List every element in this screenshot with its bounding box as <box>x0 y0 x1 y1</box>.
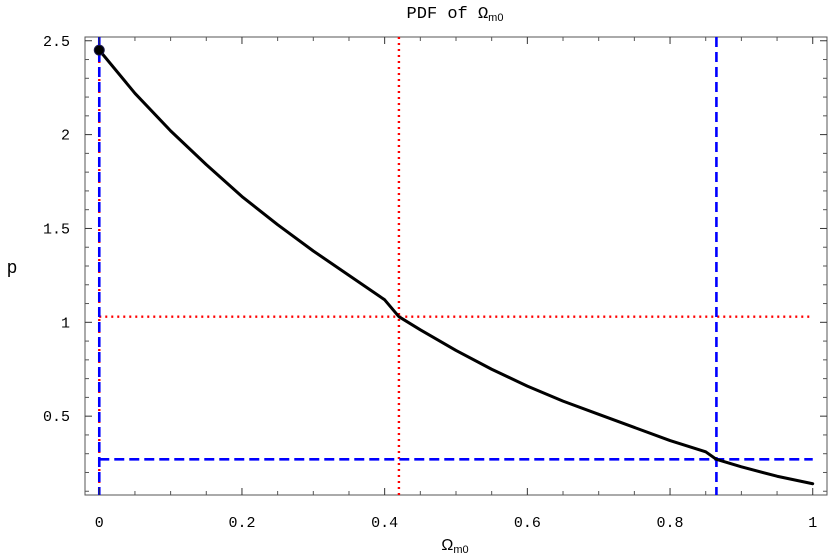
x-axis-label: Ωm0 <box>441 537 468 556</box>
pdf-curve-0 <box>97 48 815 486</box>
x-tick-label-2: 0.4 <box>371 515 398 532</box>
y-tick-label-0: 0.5 <box>43 409 70 426</box>
y-tick-label-2: 1.5 <box>43 221 70 238</box>
tick-labels: 0 0.2 0.4 0.6 0.8 1 0.5 1 1.5 2 2.5 <box>43 34 817 532</box>
x-tick-label-0: 0 <box>95 515 104 532</box>
y-tick-label-4: 2.5 <box>43 34 70 51</box>
series-layer <box>93 44 815 486</box>
y-tick-label-1: 1 <box>61 315 70 332</box>
reference-lines <box>97 37 813 495</box>
peak-marker <box>93 44 105 56</box>
y-tick-label-3: 2 <box>61 128 70 145</box>
x-tick-label-1: 0.2 <box>228 515 255 532</box>
y-axis-label: p <box>7 259 18 279</box>
x-tick-label-4: 0.8 <box>657 515 684 532</box>
axis-ticks <box>85 37 827 495</box>
x-tick-label-5: 1 <box>808 515 817 532</box>
x-tick-label-3: 0.6 <box>514 515 541 532</box>
chart-title: PDF of Ωm0 <box>407 5 504 24</box>
